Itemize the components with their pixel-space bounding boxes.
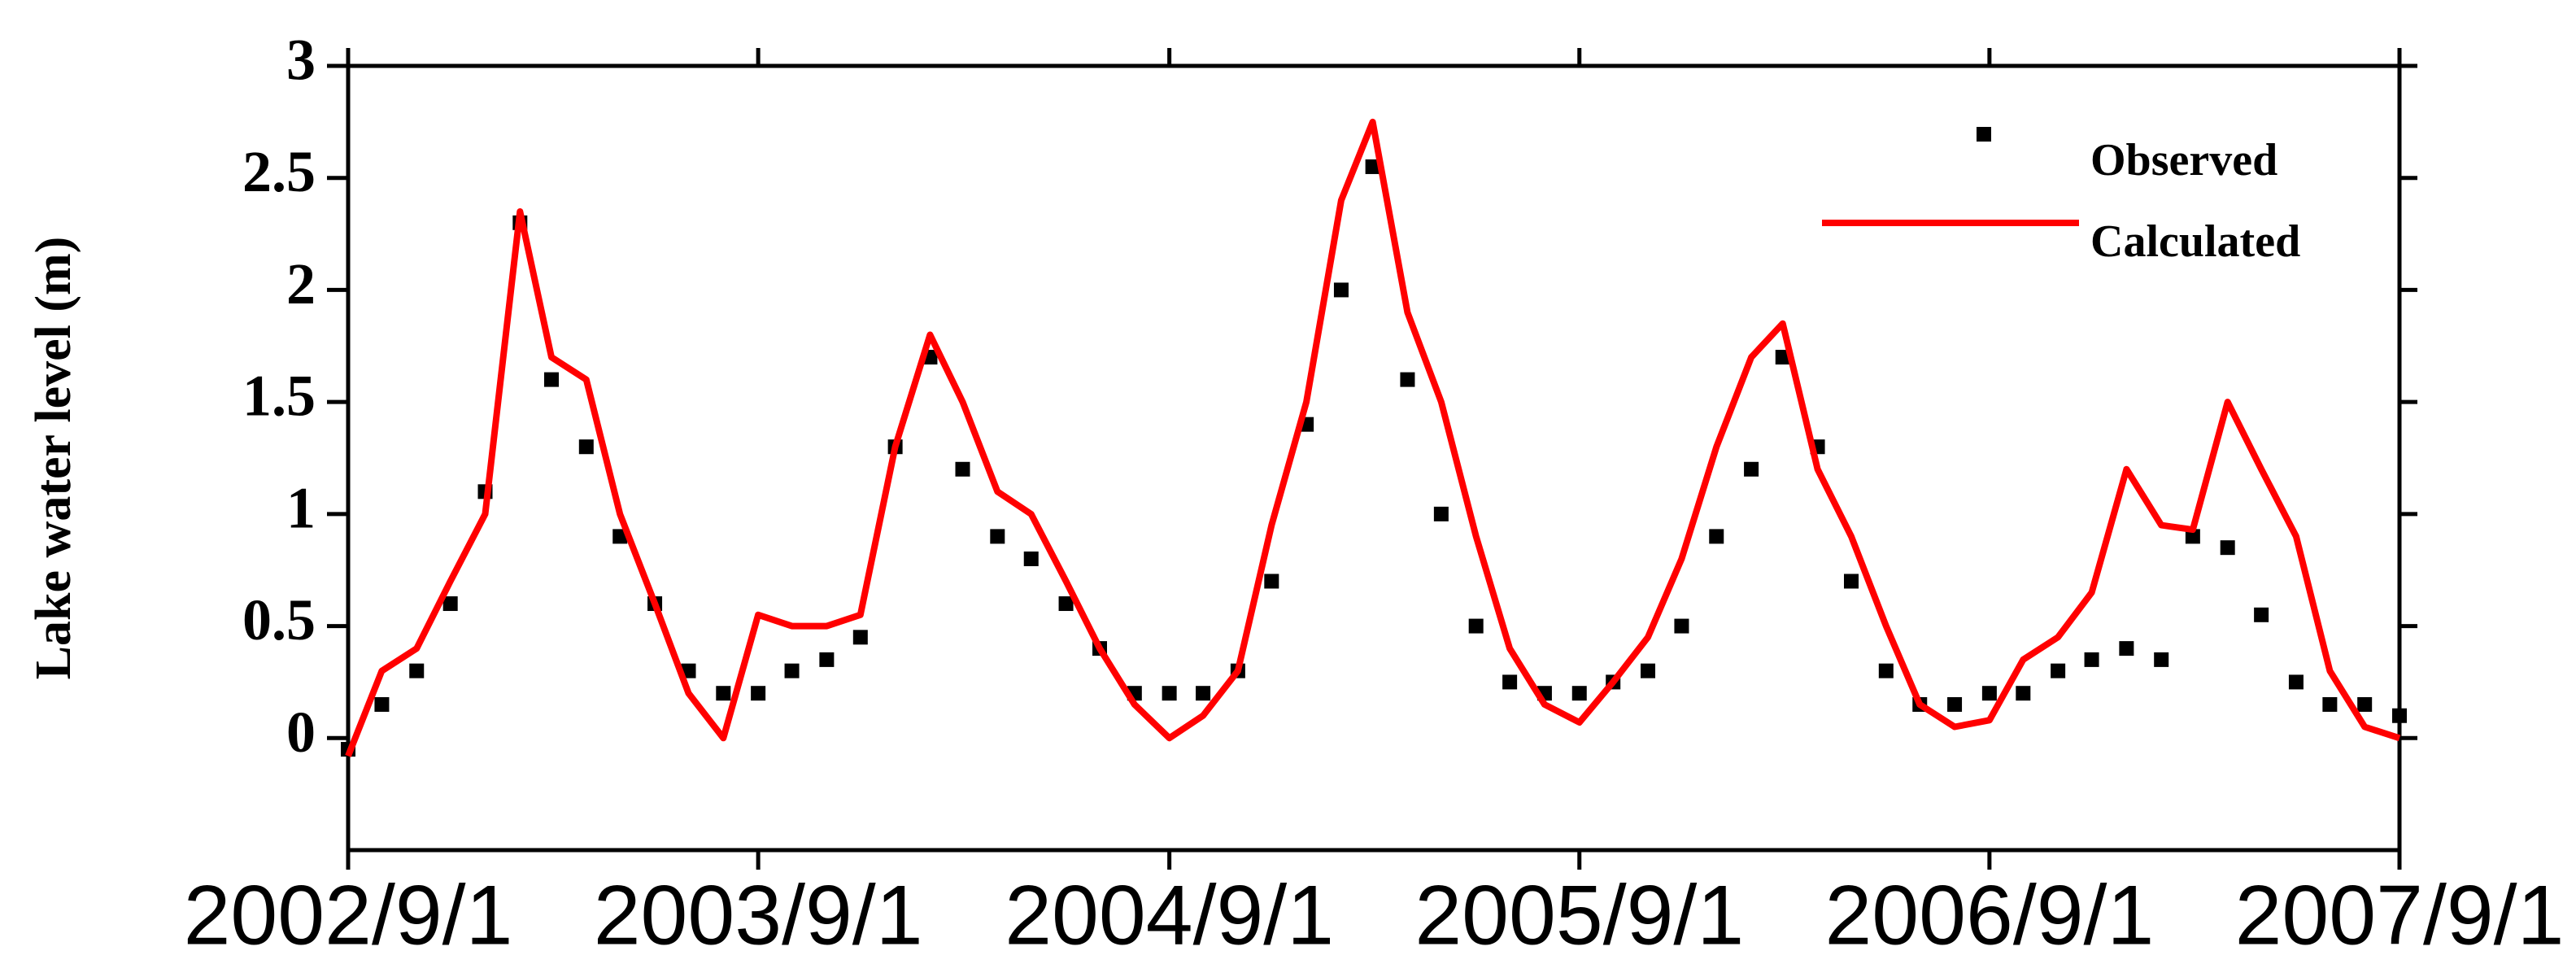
y-tick-label: 1 [286,475,316,540]
x-tick-label: 2004/9/1 [1005,868,1334,962]
plot-frame [346,63,2402,853]
observed-point [612,529,628,544]
observed-point [1709,529,1724,544]
legend-label: Observed [2090,135,2277,185]
observed-point [1264,574,1279,589]
observed-point [819,652,835,667]
observed-point [2322,696,2338,712]
observed-point [852,630,868,645]
observed-point [1196,686,1211,701]
observed-point [1333,282,1349,298]
observed-point [2119,641,2134,656]
observed-point [442,596,458,612]
observed-point [1468,618,1484,634]
legend-label: Calculated [2090,216,2300,267]
observed-point [2254,607,2269,622]
observed-point [578,439,594,455]
observed-point [409,663,425,678]
observed-point [2051,663,2066,678]
y-tick-label: 0 [286,700,316,765]
observed-point [2084,652,2099,667]
legend-marker [1977,127,1991,142]
observed-point [716,686,731,701]
observed-point [1981,686,1997,701]
x-tick-label: 2005/9/1 [1414,868,1744,962]
observed-point [784,663,800,678]
y-tick-label: 1.5 [242,364,316,429]
observed-point [1744,461,1759,477]
x-tick-label: 2003/9/1 [594,868,923,962]
observed-point [1571,686,1587,701]
observed-point [1162,686,1177,701]
observed-point [2392,708,2407,723]
observed-point [1775,350,1790,365]
observed-point [1433,506,1449,521]
y-tick-label: 0.5 [242,587,316,652]
x-tick-label: 2002/9/1 [184,868,513,962]
observed-point [2220,540,2235,556]
observed-point [1947,696,1963,712]
y-axis-label: Lake water level (m) [26,237,81,680]
observed-point [374,696,390,712]
x-tick-label: 2007/9/1 [2235,868,2565,962]
observed-point [1365,159,1380,174]
calculated-line [345,118,2401,757]
observed-point [2357,696,2373,712]
observed-point [1878,663,1894,678]
x-tick-label: 2006/9/1 [1824,868,2154,962]
observed-point [1843,574,1859,589]
observed-point [2288,674,2304,690]
observed-point [1400,372,1415,387]
observed-point [2154,652,2169,667]
observed-point [1058,596,1074,612]
observed-point [543,372,559,387]
y-tick-label: 2 [286,251,316,316]
observed-point [990,529,1005,544]
observed-point [1641,663,1656,678]
observed-point [2185,529,2200,544]
observed-point [2016,686,2031,701]
observed-point [955,461,970,477]
observed-point [1023,551,1039,566]
observed-point [751,686,766,701]
observed-point [1674,618,1689,634]
y-tick-label: 2.5 [242,139,316,204]
observed-point [1502,674,1518,690]
y-tick-label: 3 [286,28,316,93]
